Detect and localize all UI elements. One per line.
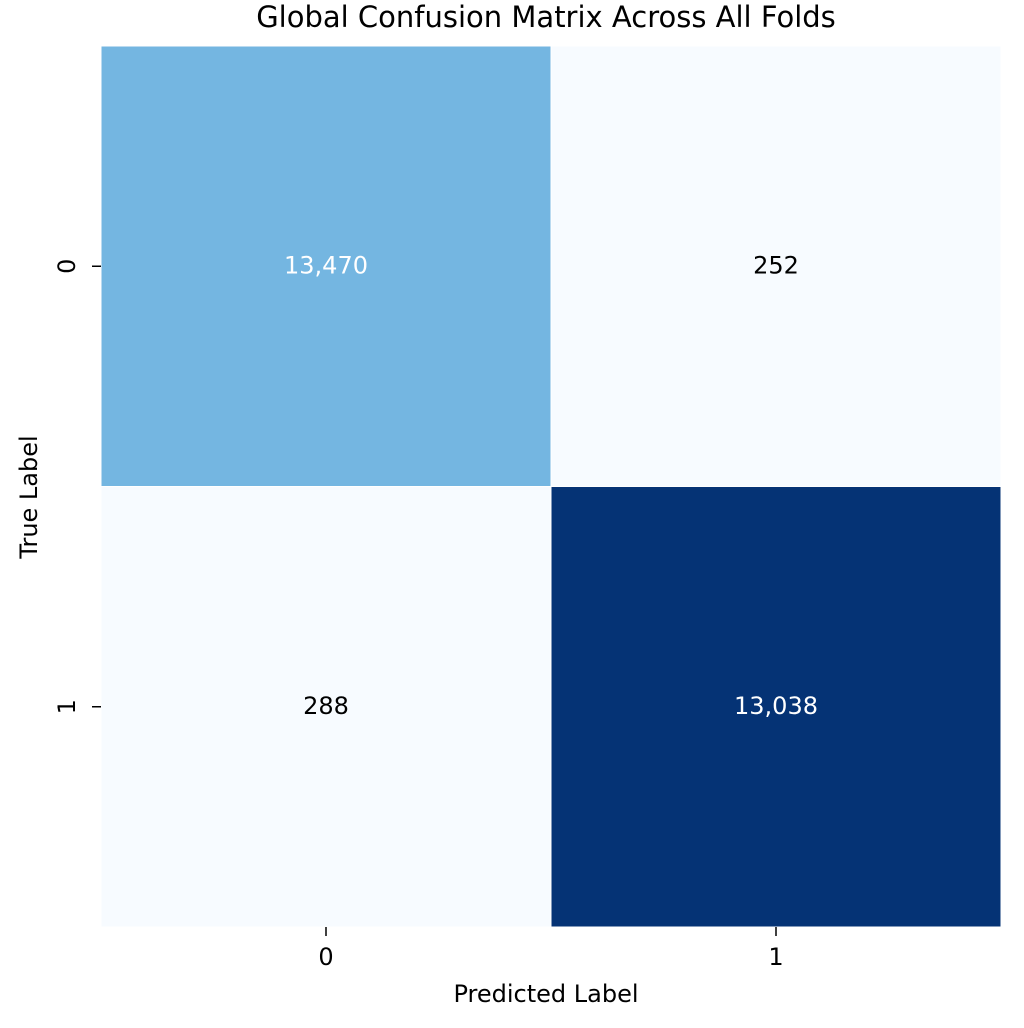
heatmap-cell — [550, 45, 1002, 487]
cell-value-label: 13,470 — [284, 251, 368, 279]
x-axis-label: Predicted Label — [453, 980, 638, 1008]
chart-title: Global Confusion Matrix Across All Folds — [256, 0, 836, 34]
y-tick-label: 1 — [53, 699, 81, 714]
y-tick-label: 0 — [53, 259, 81, 274]
heatmap-cell — [100, 486, 552, 928]
cell-value-label: 13,038 — [734, 692, 818, 720]
x-tick-label: 1 — [768, 943, 783, 971]
cell-value-label: 252 — [753, 251, 799, 279]
x-tick-label: 0 — [318, 943, 333, 971]
cell-value-label: 288 — [303, 692, 349, 720]
heatmap-cell — [550, 486, 1002, 928]
heatmap-cell — [100, 45, 552, 487]
y-axis-label: True Label — [15, 435, 43, 559]
